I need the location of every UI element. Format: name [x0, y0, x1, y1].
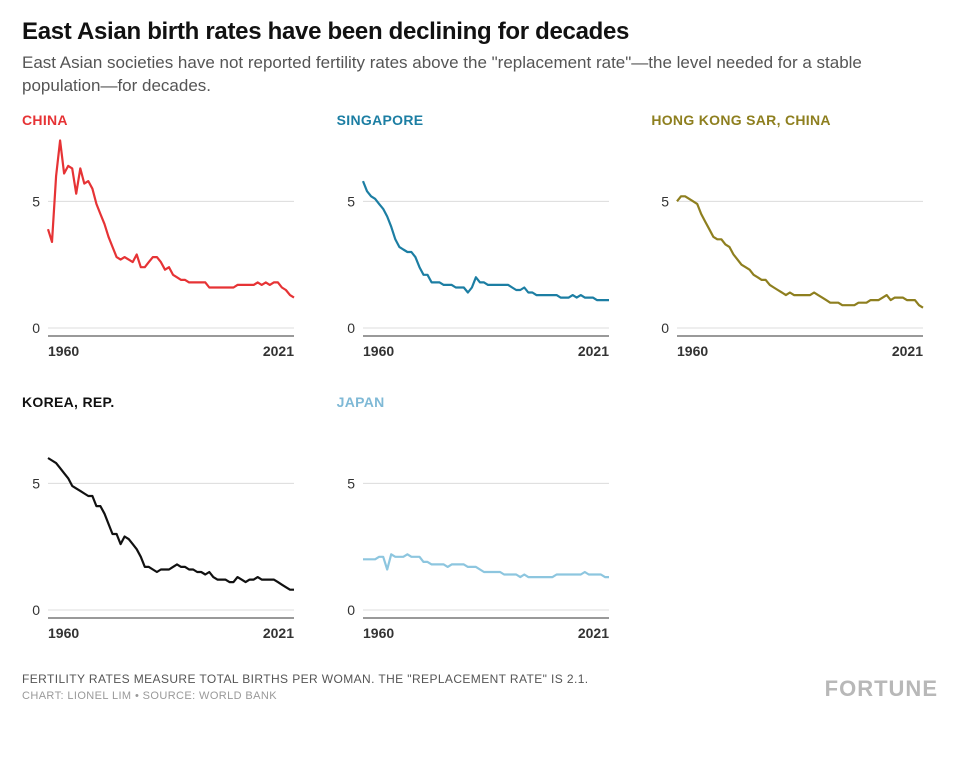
svg-text:2021: 2021: [578, 343, 609, 359]
page-subtitle: East Asian societies have not reported f…: [22, 52, 882, 98]
panel-hongkong: HONG KONG SAR, CHINA 0 5 1960 2021: [651, 112, 938, 372]
small-multiples-grid: CHINA0519602021SINGAPORE0519602021HONG K…: [22, 112, 938, 654]
credit-line: CHART: LIONEL LIM • SOURCE: WORLD BANK: [22, 690, 589, 702]
svg-text:0: 0: [347, 320, 355, 336]
svg-text:5: 5: [32, 475, 40, 491]
page-title: East Asian birth rates have been declini…: [22, 18, 938, 46]
chart-japan: 0 5 1960 2021: [337, 414, 624, 654]
footnote: FERTILITY RATES MEASURE TOTAL BIRTHS PER…: [22, 672, 589, 686]
chart-china: 0 5 1960 2021: [22, 132, 309, 372]
chart-singapore: 0 5 1960 2021: [337, 132, 624, 372]
series-line-china: [48, 140, 294, 297]
series-line-singapore: [363, 181, 609, 300]
panel-korea: KOREA, REP. 0 5 1960 2021: [22, 394, 309, 654]
svg-text:2021: 2021: [263, 625, 294, 641]
svg-text:5: 5: [347, 475, 355, 491]
chart-hongkong: 0 5 1960 2021: [651, 132, 938, 372]
svg-text:0: 0: [662, 320, 670, 336]
svg-text:2021: 2021: [578, 625, 609, 641]
svg-text:1960: 1960: [48, 625, 79, 641]
footer: FERTILITY RATES MEASURE TOTAL BIRTHS PER…: [22, 672, 938, 702]
svg-text:0: 0: [32, 320, 40, 336]
svg-text:5: 5: [347, 193, 355, 209]
panel-title-hongkong: HONG KONG SAR, CHINA: [651, 112, 938, 128]
panel-title-china: CHINA: [22, 112, 309, 128]
brand-logo: FORTUNE: [825, 676, 938, 702]
panel-china: CHINA 0 5 1960 2021: [22, 112, 309, 372]
series-line-hongkong: [677, 196, 923, 307]
panel-title-singapore: SINGAPORE: [337, 112, 624, 128]
svg-text:5: 5: [662, 193, 670, 209]
svg-text:1960: 1960: [363, 625, 394, 641]
panel-singapore: SINGAPORE 0 5 1960 2021: [337, 112, 624, 372]
svg-text:1960: 1960: [48, 343, 79, 359]
svg-text:0: 0: [347, 602, 355, 618]
svg-text:1960: 1960: [363, 343, 394, 359]
chart-container: East Asian birth rates have been declini…: [0, 0, 960, 716]
series-line-japan: [363, 554, 609, 577]
panel-title-japan: JAPAN: [337, 394, 624, 410]
svg-text:2021: 2021: [892, 343, 923, 359]
chart-korea: 0 5 1960 2021: [22, 414, 309, 654]
svg-text:2021: 2021: [263, 343, 294, 359]
series-line-korea: [48, 458, 294, 590]
svg-text:1960: 1960: [677, 343, 708, 359]
panel-japan: JAPAN 0 5 1960 2021: [337, 394, 624, 654]
svg-text:0: 0: [32, 602, 40, 618]
svg-text:5: 5: [32, 193, 40, 209]
panel-title-korea: KOREA, REP.: [22, 394, 309, 410]
